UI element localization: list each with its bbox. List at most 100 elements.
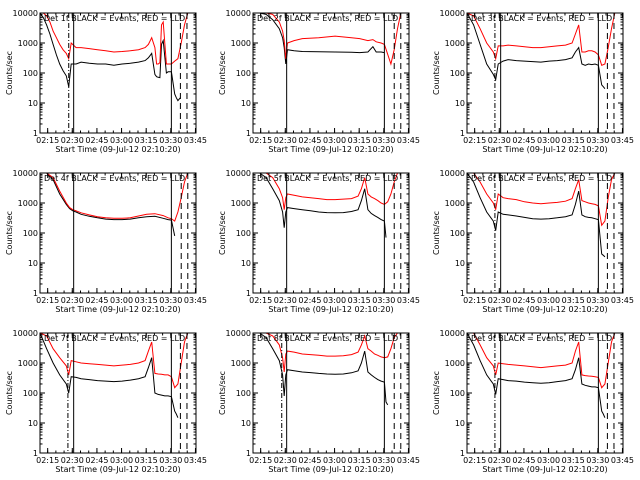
y-tick-label: 1 — [460, 449, 465, 458]
plot-area — [40, 13, 189, 133]
x-tick-label: 03:00 — [110, 296, 133, 305]
y-tick-label: 100 — [236, 389, 251, 398]
y-tick-label: 10 — [241, 419, 251, 428]
x-tick-label: 02:45 — [512, 136, 535, 145]
panel-title: Det 8f BLACK = Events, RED = LLD — [257, 334, 398, 343]
series-line-lld — [40, 173, 189, 222]
x-tick-label: 03:45 — [611, 296, 634, 305]
x-tick-label: 03:15 — [135, 136, 158, 145]
x-tick-label: 03:15 — [348, 456, 371, 465]
y-tick-label: 10000 — [13, 9, 38, 18]
y-tick-label: 10 — [241, 259, 251, 268]
x-tick-label: 02:15 — [463, 456, 486, 465]
series-line-lld — [40, 13, 189, 65]
y-tick-label: 1 — [460, 129, 465, 138]
y-axis-label: Counts/sec — [218, 371, 227, 415]
y-tick-label: 10000 — [440, 9, 465, 18]
x-tick-label: 03:15 — [135, 296, 158, 305]
x-axis-label: Start Time (09-Jul-12 02:10:20) — [482, 145, 607, 154]
x-tick-label: 03:45 — [611, 456, 634, 465]
y-tick-label: 1 — [246, 289, 251, 298]
y-tick-label: 10000 — [13, 169, 38, 178]
x-tick-label: 02:15 — [249, 296, 272, 305]
y-tick-label: 10000 — [226, 9, 251, 18]
series-line-events — [467, 13, 606, 90]
y-tick-label: 1000 — [231, 39, 251, 48]
x-tick-label: 03:15 — [135, 456, 158, 465]
x-tick-label: 03:15 — [348, 136, 371, 145]
y-tick-label: 10 — [455, 259, 465, 268]
panel-det-6: Det 6f BLACK = Events, RED = LLD 1 10 100 10… — [432, 169, 634, 314]
y-tick-label: 1 — [33, 289, 38, 298]
x-tick-label: 02:45 — [512, 456, 535, 465]
x-tick-label: 03:30 — [586, 136, 609, 145]
x-tick-label: 03:45 — [397, 136, 420, 145]
x-axis-label: Start Time (09-Jul-12 02:10:20) — [268, 145, 393, 154]
y-tick-label: 1000 — [18, 39, 38, 48]
x-tick-label: 02:30 — [274, 296, 297, 305]
series-line-events — [467, 173, 606, 258]
y-axis-label: Counts/sec — [432, 371, 441, 415]
x-tick-label: 03:15 — [562, 136, 585, 145]
x-tick-label: 02:15 — [463, 296, 486, 305]
x-tick-label: 03:30 — [372, 136, 395, 145]
x-tick-label: 03:45 — [184, 136, 207, 145]
plot-area — [40, 173, 189, 293]
x-tick-label: 03:30 — [586, 296, 609, 305]
x-tick-label: 03:00 — [323, 296, 346, 305]
panel-title: Det 7f BLACK = Events, RED = LLD — [44, 334, 185, 343]
panel-det-2: Det 2f BLACK = Events, RED = LLD 1 10 100 10… — [218, 9, 420, 154]
x-tick-label: 02:15 — [249, 136, 272, 145]
x-tick-label: 02:45 — [85, 456, 108, 465]
x-tick-label: 02:45 — [298, 296, 321, 305]
series-line-events — [253, 173, 387, 238]
y-tick-label: 10 — [28, 99, 38, 108]
y-tick-label: 100 — [450, 69, 465, 78]
y-tick-label: 1000 — [445, 359, 465, 368]
x-tick-label: 02:45 — [512, 296, 535, 305]
series-line-lld — [467, 173, 616, 227]
x-tick-label: 03:15 — [562, 296, 585, 305]
x-tick-label: 03:00 — [537, 456, 560, 465]
y-tick-label: 10000 — [13, 329, 38, 338]
y-tick-label: 100 — [23, 389, 38, 398]
x-tick-label: 03:30 — [372, 296, 395, 305]
series-line-events — [467, 333, 606, 418]
y-tick-label: 1000 — [445, 39, 465, 48]
series-line-events — [40, 13, 181, 102]
panel-title: Det 2f BLACK = Events, RED = LLD — [257, 14, 398, 23]
x-axis-label: Start Time (09-Jul-12 02:10:20) — [55, 305, 180, 314]
y-tick-label: 1000 — [445, 199, 465, 208]
y-tick-label: 1000 — [231, 199, 251, 208]
plot-area — [467, 13, 616, 133]
x-tick-label: 03:45 — [397, 456, 420, 465]
x-tick-label: 03:45 — [184, 456, 207, 465]
plot-area — [467, 173, 616, 293]
panel-det-8: Det 8f BLACK = Events, RED = LLD 1 10 100 10… — [218, 329, 420, 474]
y-tick-label: 1 — [460, 289, 465, 298]
y-axis-label: Counts/sec — [5, 211, 14, 255]
series-line-events — [40, 333, 179, 418]
y-tick-label: 10 — [28, 259, 38, 268]
x-tick-label: 02:15 — [36, 296, 59, 305]
y-tick-label: 100 — [450, 389, 465, 398]
y-tick-label: 10000 — [440, 329, 465, 338]
x-tick-label: 02:30 — [488, 136, 511, 145]
x-tick-label: 03:00 — [110, 136, 133, 145]
x-axis-label: Start Time (09-Jul-12 02:10:20) — [55, 465, 180, 474]
panel-det-3: Det 3f BLACK = Events, RED = LLD 1 10 100 10… — [432, 9, 634, 154]
y-axis-label: Counts/sec — [218, 51, 227, 95]
plot-frame — [252, 12, 410, 134]
x-tick-label: 03:15 — [562, 456, 585, 465]
panel-title: Det 1f BLACK = Events, RED = LLD — [44, 14, 185, 23]
x-tick-label: 03:45 — [611, 136, 634, 145]
plot-area — [40, 333, 189, 453]
x-tick-label: 03:30 — [372, 456, 395, 465]
x-tick-label: 03:30 — [586, 456, 609, 465]
series-line-lld — [253, 13, 402, 66]
y-tick-label: 1 — [246, 129, 251, 138]
x-tick-label: 03:00 — [110, 456, 133, 465]
y-tick-label: 1000 — [231, 359, 251, 368]
panel-det-4: Det 4f BLACK = Events, RED = LLD 1 10 100 10… — [5, 169, 207, 314]
panel-det-7: Det 7f BLACK = Events, RED = LLD 1 10 100 10… — [5, 329, 207, 474]
